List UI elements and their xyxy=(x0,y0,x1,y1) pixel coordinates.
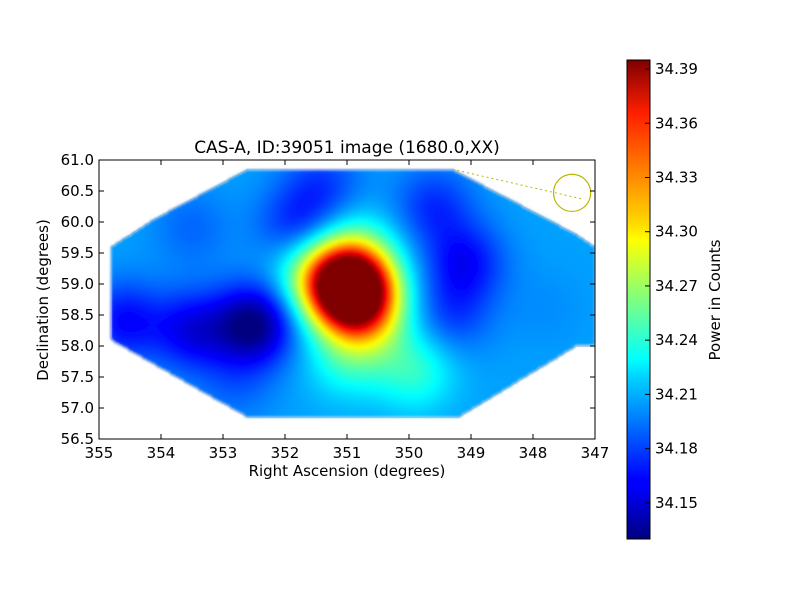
y-tick-label: 60.5 xyxy=(61,182,94,200)
y-axis: 56.5 57.0 57.5 58.0 58.5 59.0 59.5 60.0 60.5 61.0 xyxy=(61,151,595,448)
colorbar-tick-label: 34.30 xyxy=(655,223,698,241)
colorbar-tick-label: 34.27 xyxy=(655,277,698,295)
footprint-outline xyxy=(110,168,595,418)
x-tick-label: 353 xyxy=(209,444,238,462)
x-tick-label: 350 xyxy=(395,444,424,462)
y-tick-label: 60.0 xyxy=(61,213,94,231)
x-axis-label: Right Ascension (degrees) xyxy=(249,462,446,480)
beam-pointer-line xyxy=(452,168,583,200)
x-tick-label: 351 xyxy=(333,444,362,462)
colorbar-label: Power in Counts xyxy=(706,239,724,360)
x-axis: 355 354 353 352 351 350 349 348 347 xyxy=(85,160,610,462)
chart-title: CAS-A, ID:39051 image (1680.0,XX) xyxy=(194,138,500,158)
x-tick-label: 347 xyxy=(581,444,610,462)
y-tick-label: 58.0 xyxy=(61,337,94,355)
y-tick-label: 59.0 xyxy=(61,275,94,293)
beam-circle xyxy=(552,173,592,213)
x-tick-label: 348 xyxy=(519,444,548,462)
x-tick-label: 352 xyxy=(271,444,300,462)
colorbar-tick-label: 34.15 xyxy=(655,494,698,512)
y-tick-label: 59.5 xyxy=(61,244,94,262)
y-tick-label: 57.5 xyxy=(61,368,94,386)
x-tick-label: 349 xyxy=(457,444,486,462)
y-tick-label: 57.0 xyxy=(61,399,94,417)
colorbar-ticks: 34.15 34.18 34.21 34.24 34.27 34.30 34.33 34.36… xyxy=(645,60,698,512)
colorbar-tick-label: 34.18 xyxy=(655,440,698,458)
colorbar-tick-label: 34.36 xyxy=(655,114,698,132)
colorbar-tick-label: 34.33 xyxy=(655,168,698,186)
y-tick-label: 58.5 xyxy=(61,306,94,324)
colorbar xyxy=(626,59,651,540)
x-tick-label: 355 xyxy=(85,444,114,462)
colorbar-tick-label: 34.39 xyxy=(655,60,698,78)
y-tick-label: 61.0 xyxy=(61,151,94,169)
x-tick-label: 354 xyxy=(147,444,176,462)
colorbar-tick-label: 34.21 xyxy=(655,385,698,403)
colorbar-tick-label: 34.24 xyxy=(655,331,698,349)
y-axis-label: Declination (degrees) xyxy=(34,219,52,381)
y-tick-label: 56.5 xyxy=(61,430,94,448)
heatmap-image xyxy=(99,160,595,439)
